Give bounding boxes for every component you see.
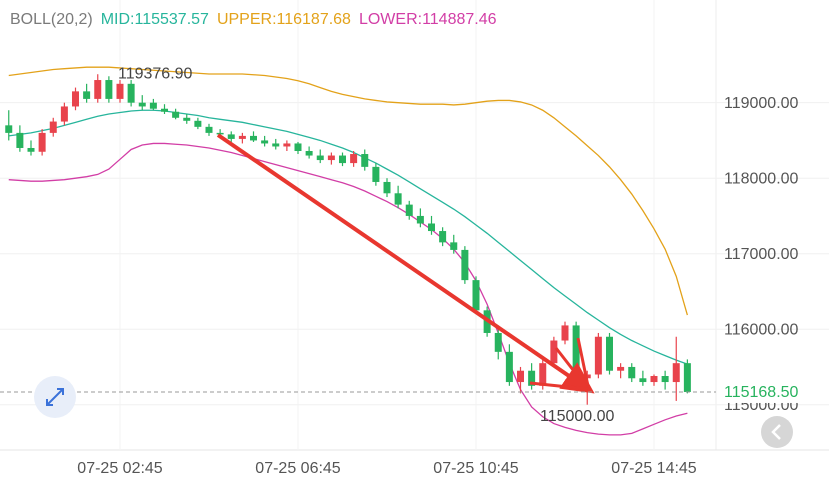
candle-body bbox=[683, 363, 691, 392]
price-annotation: 115000.00 bbox=[540, 408, 615, 425]
arrow bbox=[216, 133, 595, 394]
candle-body bbox=[528, 370, 536, 386]
candle-body bbox=[339, 155, 346, 164]
candle-body bbox=[639, 378, 647, 383]
candle-body bbox=[5, 125, 13, 133]
candle-body bbox=[205, 126, 213, 133]
candle-body bbox=[216, 132, 224, 135]
y-tick-label: 118000.00 bbox=[724, 170, 799, 187]
candle-body bbox=[83, 91, 91, 99]
candle-body bbox=[116, 83, 124, 99]
trend-arrows bbox=[216, 133, 595, 394]
indicator-label: LOWER:114887.46 bbox=[359, 11, 497, 28]
y-tick-label: 117000.00 bbox=[724, 246, 799, 263]
candle-body bbox=[594, 336, 602, 375]
candle-body bbox=[138, 102, 146, 107]
candle-body bbox=[305, 151, 313, 156]
k-icon bbox=[771, 424, 781, 440]
candle-body bbox=[350, 154, 358, 164]
candle-body bbox=[72, 91, 79, 107]
k-button[interactable] bbox=[761, 416, 793, 448]
candle-body bbox=[161, 108, 168, 112]
candle-body bbox=[539, 363, 547, 386]
candle-body bbox=[227, 134, 235, 139]
indicator-label: MID:115537.57 bbox=[101, 11, 209, 28]
y-tick-label: 119000.00 bbox=[724, 95, 799, 112]
candle-body bbox=[439, 231, 447, 243]
arrow bbox=[529, 381, 589, 391]
candle-body bbox=[394, 193, 402, 205]
candle-body bbox=[428, 223, 435, 232]
candle-body bbox=[183, 117, 191, 121]
candle-body bbox=[617, 366, 625, 371]
last-price-box bbox=[719, 380, 829, 403]
candle-body bbox=[127, 83, 135, 103]
expand-icon bbox=[46, 388, 64, 406]
candle-body bbox=[38, 132, 46, 152]
x-tick-label: 07-25 10:45 bbox=[433, 460, 519, 477]
arrow bbox=[554, 347, 586, 385]
candle-body bbox=[572, 325, 580, 379]
candle-body bbox=[672, 363, 680, 383]
last-price-label: 115168.50 bbox=[724, 384, 799, 401]
candle-body bbox=[383, 181, 391, 194]
candle-body bbox=[505, 351, 513, 383]
candle-body bbox=[461, 249, 469, 281]
candle-body bbox=[405, 204, 413, 216]
plot bbox=[5, 66, 691, 436]
indicator-label: UPPER:116187.68 bbox=[217, 11, 351, 28]
candle-body bbox=[172, 111, 180, 118]
k-circle[interactable] bbox=[761, 416, 793, 448]
candle-body bbox=[238, 135, 246, 139]
candle-body bbox=[416, 215, 424, 224]
candle-body bbox=[517, 370, 524, 383]
candle-body bbox=[250, 135, 257, 141]
candle-body bbox=[294, 143, 302, 152]
candle-body bbox=[661, 376, 669, 383]
candle-body bbox=[16, 132, 24, 148]
candle-body bbox=[550, 340, 558, 364]
price-annotation: 119376.90 bbox=[118, 65, 193, 82]
candle-body bbox=[27, 147, 35, 152]
arrow bbox=[576, 337, 590, 387]
candle-body bbox=[49, 121, 57, 133]
candle-body bbox=[316, 155, 324, 161]
boll-band bbox=[8, 66, 688, 316]
x-tick-label: 07-25 02:45 bbox=[77, 460, 163, 477]
candle-body bbox=[628, 366, 636, 379]
candle-body bbox=[272, 143, 280, 147]
candle-body bbox=[361, 154, 369, 167]
indicator-label: BOLL(20,2) bbox=[10, 11, 93, 28]
indicator-header: BOLL(20,2) MID:115537.57 UPPER:116187.68 LO… bbox=[10, 11, 497, 28]
candle-body bbox=[194, 120, 202, 127]
overlay: 115000.00 116000.00 117000.00 118000.00 1190… bbox=[0, 65, 829, 477]
candle-body bbox=[94, 80, 102, 99]
candle-body bbox=[606, 336, 613, 371]
candle-body bbox=[650, 376, 658, 383]
candle-body bbox=[561, 325, 569, 341]
candle-body bbox=[261, 140, 269, 144]
boll-band bbox=[8, 142, 688, 436]
x-tick-label: 07-25 14:45 bbox=[611, 460, 697, 477]
candle-body bbox=[149, 102, 157, 109]
candle-body bbox=[60, 106, 68, 122]
candle-body bbox=[372, 166, 380, 182]
candle-body bbox=[450, 242, 458, 250]
x-tick-label: 07-25 06:45 bbox=[255, 460, 341, 477]
candle-body bbox=[472, 280, 480, 311]
y-tick-label: 116000.00 bbox=[724, 321, 799, 338]
candle-body bbox=[327, 155, 335, 161]
candle-body bbox=[105, 80, 113, 99]
candle-body bbox=[283, 143, 291, 147]
expand-button[interactable] bbox=[34, 376, 76, 418]
boll-band bbox=[8, 109, 688, 365]
candle-body bbox=[494, 332, 502, 352]
